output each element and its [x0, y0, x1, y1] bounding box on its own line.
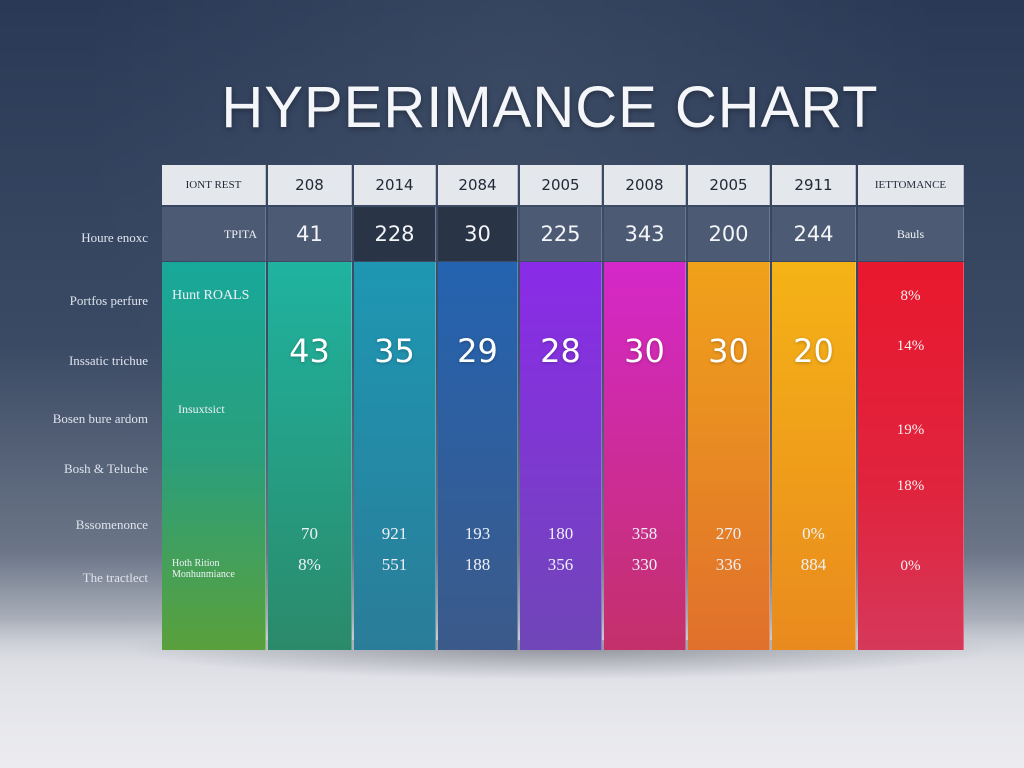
- column-row-a-value-6: 270: [715, 524, 742, 543]
- data-column-3: 29 193 188: [438, 262, 518, 650]
- header-year-5: 2008: [604, 165, 686, 205]
- column-main-value-4: 28: [540, 332, 581, 370]
- subheader-value-7: 244: [772, 207, 856, 261]
- data-column-6: 30 270 336: [688, 262, 770, 650]
- subheader-first-cell: TPITA: [162, 207, 266, 261]
- subheader-value-1: 41: [268, 207, 352, 261]
- data-column-7: 20 0% 884: [772, 262, 856, 650]
- subheader-last-cell: Bauls: [858, 207, 964, 261]
- header-year-1: 208: [268, 165, 352, 205]
- column-row-b-value-1: 8%: [298, 555, 321, 574]
- row-label-2: Portfos perfure: [69, 293, 148, 308]
- row-label-7: The tractlect: [82, 570, 148, 585]
- first-column-label-a: Hunt ROALS: [172, 288, 250, 303]
- column-row-b-value-4: 356: [547, 555, 574, 574]
- header-first-cell: IONT REST: [162, 165, 266, 205]
- column-row-b-value-6: 336: [715, 555, 742, 574]
- column-row-a-value-1: 70: [301, 524, 318, 543]
- header-year-2: 2014: [354, 165, 436, 205]
- last-column-panel: 8% 14% 19% 18% 0%: [858, 262, 964, 650]
- last-column-value-1: 8%: [900, 288, 921, 304]
- row-label-3: Inssatic trichue: [68, 353, 148, 368]
- row-label-4: Bosen bure ardom: [52, 411, 148, 426]
- data-column-4: 28 180 356: [520, 262, 602, 650]
- column-row-a-value-3: 193: [464, 524, 491, 543]
- subheader-value-5: 343: [604, 207, 686, 261]
- chart-title: HYPERIMANCE CHART: [221, 75, 879, 140]
- header-year-6: 2005: [688, 165, 770, 205]
- data-column-1: 43 70 8%: [268, 262, 352, 650]
- last-column-value-2: 14%: [896, 338, 925, 354]
- header-year-7: 2911: [772, 165, 856, 205]
- header-last-cell: IETTOMANCE: [858, 165, 964, 205]
- header-year-4: 2005: [520, 165, 602, 205]
- column-row-a-value-5: 358: [631, 524, 658, 543]
- column-main-value-6: 30: [708, 332, 749, 370]
- subheader-value-3: 30: [438, 207, 518, 261]
- column-row-b-value-2: 551: [381, 555, 408, 574]
- data-column-5: 30 358 330: [604, 262, 686, 650]
- first-column-panel: Hunt ROALS Insuxtsict Hoth Rition Monhun…: [162, 262, 266, 650]
- row-label-5: Bosh & Teluche: [63, 461, 148, 476]
- last-column-value-5: 0%: [900, 558, 921, 574]
- first-column-label-c: Hoth Rition Monhunmiance: [172, 558, 235, 580]
- column-row-b-value-5: 330: [631, 555, 658, 574]
- column-row-a-value-7: 0%: [802, 524, 825, 543]
- last-column-value-3: 19%: [896, 422, 925, 438]
- row-label-1: Houre enoxc: [81, 230, 148, 245]
- column-main-value-5: 30: [624, 332, 665, 370]
- column-main-value-2: 35: [374, 332, 415, 370]
- last-column-value-4: 18%: [896, 478, 925, 494]
- column-main-value-3: 29: [457, 332, 498, 370]
- column-row-b-value-7: 884: [800, 555, 827, 574]
- column-row-b-value-3: 188: [464, 555, 491, 574]
- subheader-value-6: 200: [688, 207, 770, 261]
- column-main-value-1: 43: [289, 332, 330, 370]
- column-row-a-value-4: 180: [547, 524, 574, 543]
- column-row-a-value-2: 921: [381, 524, 408, 543]
- row-label-6: Bssomenonce: [75, 517, 148, 532]
- first-column-label-b: Insuxtsict: [178, 402, 225, 416]
- subheader-value-2: 228: [354, 207, 436, 261]
- data-column-2: 35 921 551: [354, 262, 436, 650]
- header-year-3: 2084: [438, 165, 518, 205]
- column-main-value-7: 20: [793, 332, 834, 370]
- subheader-value-4: 225: [520, 207, 602, 261]
